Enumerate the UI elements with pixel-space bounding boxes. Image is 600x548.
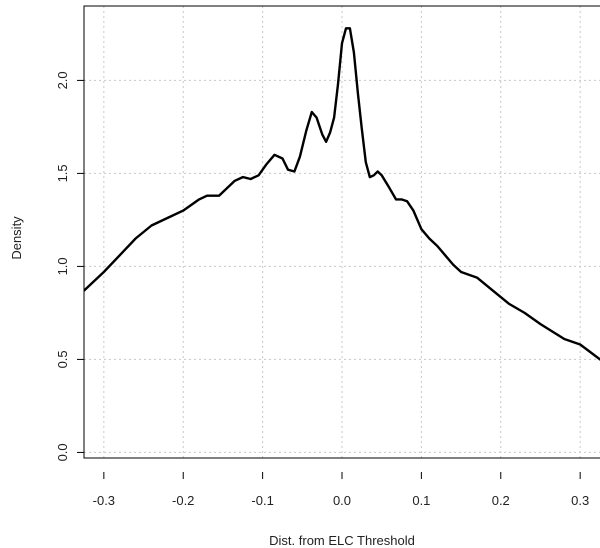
plot-border [83,5,600,459]
rug-gap-2 [496,458,497,472]
density-line-0 [84,27,600,361]
y-tick-label-3: 1.5 [55,164,70,182]
y-tick-label-4: 2.0 [55,71,70,89]
rug-gap-0 [218,458,219,472]
x-tick-label-3: 0.0 [333,493,351,508]
grid-lines [84,6,600,458]
rug-gap-3 [520,458,521,472]
y-tick-label-2: 1.0 [55,257,70,275]
x-tick-label-4: 0.1 [412,493,430,508]
y-axis: 0.0 0.5 1.0 1.5 2.0 [55,71,84,461]
x-tick-label-2: -0.1 [251,493,273,508]
density-series [84,27,600,361]
x-tick-label-5: 0.2 [492,493,510,508]
rug-marks [84,458,600,472]
x-axis-title: Dist. from ELC Threshold [269,533,415,548]
rug-strip [84,458,600,472]
y-tick-label-0: 0.0 [55,443,70,461]
y-tick-label-1: 0.5 [55,350,70,368]
x-tick-label-0: -0.3 [93,493,115,508]
rug-gap-1 [238,458,239,472]
x-tick-label-6: 0.3 [571,493,589,508]
y-axis-title: Density [9,216,24,260]
x-tick-label-1: -0.2 [172,493,194,508]
x-axis: -0.3 -0.2 -0.1 0.0 0.1 0.2 0.3 [93,472,589,508]
